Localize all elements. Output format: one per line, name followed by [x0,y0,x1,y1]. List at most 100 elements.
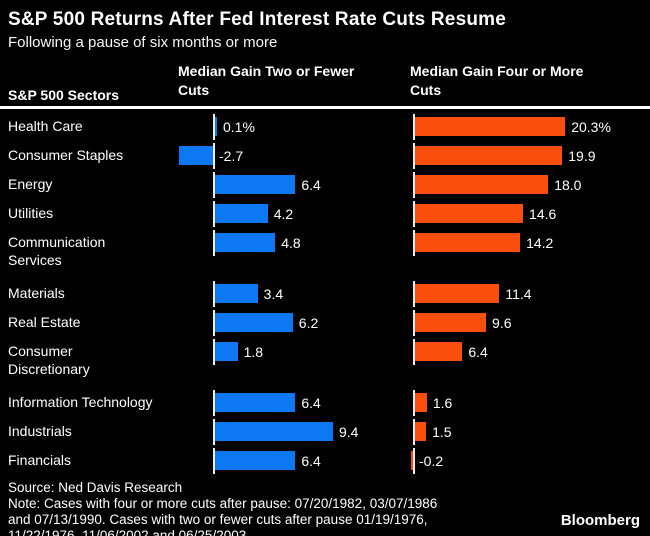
right-axis-baseline [413,390,415,416]
chart-row: Energy 6.4 18.0 [0,170,650,199]
four-or-more-cuts-value: 6.4 [468,344,488,360]
two-or-fewer-cuts-value: 6.4 [301,395,321,411]
left-axis-baseline [213,419,215,445]
four-or-more-cuts-value: 19.9 [568,148,596,164]
two-or-fewer-cuts-bar [215,342,238,361]
column-header-sectors: S&P 500 Sectors [8,87,120,103]
left-axis-baseline [213,172,215,198]
left-axis-baseline [213,143,215,169]
four-or-more-cuts-value: 14.6 [529,206,557,222]
four-or-more-cuts-bar [415,342,463,361]
two-or-fewer-cuts-bar [215,117,217,136]
four-or-more-cuts-bar [411,451,413,470]
two-or-fewer-cuts-bar [215,175,296,194]
sector-label: Energy [8,176,53,192]
row-bars: 4.2 14.6 [173,201,650,227]
four-or-more-cuts-value: 1.6 [432,395,453,411]
two-or-fewer-cuts-bar [215,204,268,223]
two-or-fewer-cuts-bar [215,451,296,470]
sector-label: Materials [8,285,65,301]
two-or-fewer-cuts-value: 4.2 [273,206,294,222]
right-axis-baseline [413,143,415,169]
two-or-fewer-cuts-bar [215,284,258,303]
footnotes: Source: Ned Davis Research Note: Cases w… [8,480,650,536]
sector-label: Information Technology [8,394,153,410]
left-axis-baseline [213,281,215,307]
column-headers: S&P 500 Sectors Median Gain Two or Fewer… [0,62,650,106]
column-header-four-or-more-cuts: Median Gain Four or More Cuts [410,63,584,98]
row-bars: 6.2 9.6 [173,310,650,336]
right-axis-baseline [413,114,415,140]
chart-title: S&P 500 Returns After Fed Interest Rate … [8,9,507,30]
column-header-two-or-fewer-cuts: Median Gain Two or Fewer Cuts [178,63,355,98]
four-or-more-cuts-value: 9.6 [492,315,512,331]
right-axis-baseline [413,419,415,445]
row-bars: 9.4 1.5 [173,419,650,445]
four-or-more-cuts-value: 14.2 [526,235,554,251]
two-or-fewer-cuts-value: 6.2 [298,315,319,331]
right-axis-baseline [413,201,415,227]
two-or-fewer-cuts-value: 0.1% [223,119,255,135]
two-or-fewer-cuts-value: 1.8 [243,344,264,360]
left-axis-baseline [213,339,215,365]
chart-row: Real Estate 6.2 9.6 [0,308,650,337]
four-or-more-cuts-bar [415,204,524,223]
sector-label: Consumer Staples [8,147,124,163]
sector-label: Consumer Discretionary [8,343,90,377]
four-or-more-cuts-bar [415,284,500,303]
row-bars: -2.7 19.9 [173,143,650,169]
chart-subtitle: Following a pause of six months or more [8,34,278,51]
chart-row: Consumer Discretionary 1.8 6.4 [0,337,650,383]
right-axis-baseline [413,230,415,256]
two-or-fewer-cuts-bar [215,233,276,252]
left-axis-baseline [213,114,215,140]
bloomberg-logo: Bloomberg [560,512,640,529]
chart-row: Industrials 9.4 1.5 [0,417,650,446]
four-or-more-cuts-value: 20.3% [571,119,611,135]
two-or-fewer-cuts-bar [215,422,333,441]
chart-row: Communication Services 4.8 14.2 [0,228,650,274]
sector-label: Communication Services [8,234,106,268]
left-axis-baseline [213,230,215,256]
sector-label: Financials [8,452,72,468]
chart-row: Utilities 4.2 14.6 [0,199,650,228]
two-or-fewer-cuts-value: 4.8 [281,235,301,251]
note-line-2: and 07/13/1990. Cases with two or fewer … [8,512,428,527]
row-bars: 6.4 -0.2 [173,448,650,474]
left-axis-baseline [213,201,215,227]
two-or-fewer-cuts-value: 6.4 [301,177,321,193]
left-axis-baseline [213,390,215,416]
two-or-fewer-cuts-value: 3.4 [263,286,284,302]
chart-row: Consumer Staples -2.7 19.9 [0,141,650,170]
left-axis-baseline [213,448,215,474]
row-bars: 1.8 6.4 [173,339,650,378]
note-line-1: Note: Cases with four or more cuts after… [8,496,438,511]
two-or-fewer-cuts-bar [179,146,213,165]
two-or-fewer-cuts-value: -2.7 [219,148,244,164]
row-bars: 6.4 1.6 [173,390,650,416]
sector-label: Utilities [8,205,54,221]
chart-row: Information Technology 6.4 1.6 [0,388,650,417]
sector-label: Industrials [8,423,72,439]
two-or-fewer-cuts-bar [215,393,296,412]
right-axis-baseline [413,281,415,307]
row-bars: 4.8 14.2 [173,230,650,269]
chart-row: Financials 6.4 -0.2 [0,446,650,475]
right-axis-baseline [413,448,415,474]
four-or-more-cuts-bar [415,117,566,136]
four-or-more-cuts-bar [415,393,427,412]
row-bars: 6.4 18.0 [173,172,650,198]
chart-row: Health Care 0.1% 20.3% [0,112,650,141]
right-axis-baseline [413,339,415,365]
two-or-fewer-cuts-value: 9.4 [338,424,359,440]
four-or-more-cuts-bar [415,313,487,332]
chart-row: Materials 3.4 11.4 [0,279,650,308]
four-or-more-cuts-value: 11.4 [505,286,532,302]
four-or-more-cuts-value: 1.5 [432,424,452,440]
right-axis-baseline [413,310,415,336]
two-or-fewer-cuts-bar [215,313,293,332]
four-or-more-cuts-bar [415,146,563,165]
four-or-more-cuts-value: 18.0 [554,177,582,193]
four-or-more-cuts-value: -0.2 [419,453,444,469]
